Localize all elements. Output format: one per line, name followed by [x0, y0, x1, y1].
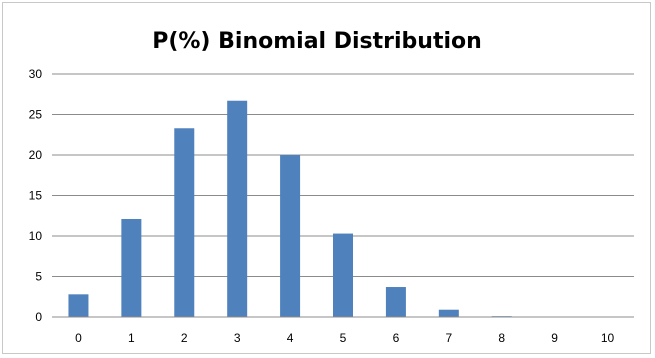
bar-6: [385, 287, 406, 317]
bar-5: [333, 233, 353, 317]
x-tick-label: 7: [445, 331, 452, 345]
bar-2: [174, 128, 195, 317]
x-tick-label: 1: [128, 331, 135, 345]
y-tick-label: 20: [29, 148, 43, 162]
y-axis-ticks: 0 5 10 15 20 25 30: [29, 67, 43, 324]
x-tick-label: 0: [75, 331, 82, 345]
x-tick-label: 3: [234, 331, 241, 345]
y-tick-label: 10: [29, 229, 43, 243]
bar-4: [280, 155, 301, 317]
x-tick-label: 10: [601, 331, 615, 345]
x-axis-ticks: 0 1 2 3 4 5 6 7 8 9 10: [75, 331, 614, 345]
chart-frame: [2, 2, 651, 354]
bar-0: [68, 294, 89, 317]
bars: [68, 100, 512, 317]
bar-7: [438, 309, 459, 317]
x-tick-label: 2: [181, 331, 188, 345]
bar-1: [121, 218, 142, 317]
x-tick-label: 6: [393, 331, 400, 345]
x-tick-label: 4: [287, 331, 294, 345]
x-tick-label: 5: [340, 331, 347, 345]
y-tick-label: 25: [29, 108, 43, 122]
x-tick-label: 8: [498, 331, 505, 345]
x-tick-label: 9: [551, 331, 558, 345]
y-tick-label: 30: [29, 67, 43, 81]
grid-lines: [52, 73, 634, 277]
bar-3: [227, 100, 248, 317]
y-tick-label: 15: [29, 189, 43, 203]
chart-title: P(%) Binomial Distribution: [152, 29, 482, 54]
y-tick-label: 0: [35, 310, 42, 324]
y-tick-label: 5: [35, 270, 42, 284]
